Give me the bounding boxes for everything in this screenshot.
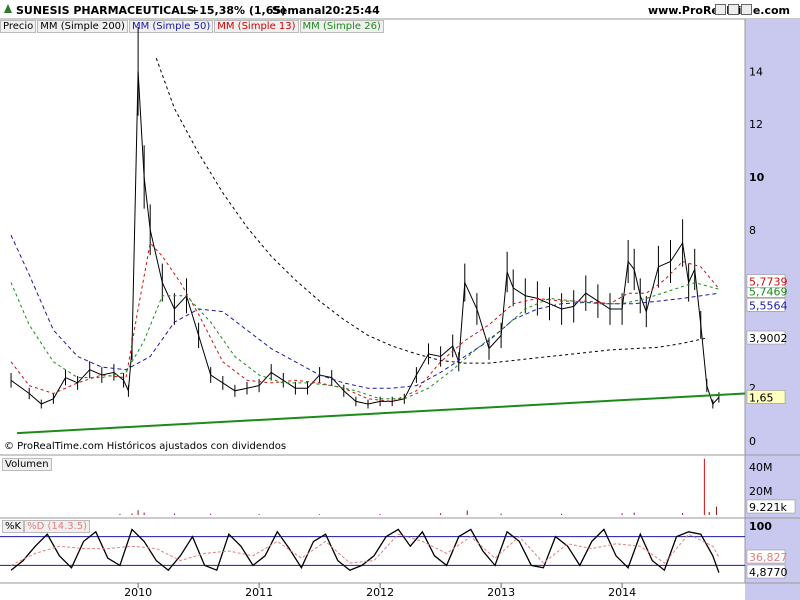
value-badge: [746, 274, 786, 288]
value-badge: [746, 330, 786, 345]
chart-header: SUNESIS PHARMACEUTICALS +15,38% (1,65) S…: [0, 0, 800, 20]
minimize-icon[interactable]: [715, 4, 726, 15]
period-label: Semanal: [272, 4, 326, 17]
up-arrow-icon: [4, 4, 12, 13]
y-tick-label: 0: [749, 435, 756, 448]
stoch-d-label[interactable]: %D (14.3.5): [24, 520, 91, 533]
moving-average-line: [155, 58, 707, 364]
support-trendline: [17, 392, 746, 435]
x-tick-label: 2012: [366, 586, 394, 599]
x-tick-label: 2014: [608, 586, 636, 599]
y-tick-label: 10: [749, 171, 765, 184]
x-tick-label: 2013: [487, 586, 515, 599]
value-badge: [746, 298, 786, 312]
stoch-k-value: 4,8770: [749, 566, 788, 579]
indicator-legend: Precio MM (Simple 200) MM (Simple 50) MM (S…: [0, 20, 385, 34]
stoch-d-value: 36,827: [749, 551, 788, 564]
maximize-icon[interactable]: [728, 4, 739, 15]
price-change: +15,38% (1,65): [190, 4, 287, 17]
value-badge-label: 5,7469: [749, 285, 788, 298]
volume-value-label: 9.221k: [749, 501, 787, 514]
y-tick-label: 14: [749, 65, 763, 78]
moving-average-line: [10, 282, 720, 400]
stoch-d-badge: [746, 549, 786, 564]
legend-ma200[interactable]: MM (Simple 200): [37, 20, 128, 33]
stoch-tick-label: 100: [749, 520, 772, 533]
stochastic-panel-label: %K %D (14.3.5): [2, 520, 91, 533]
legend-ma50[interactable]: MM (Simple 50): [128, 20, 214, 33]
stoch-k-label[interactable]: %K: [2, 520, 25, 533]
price-series-line: [10, 71, 720, 405]
legend-price[interactable]: Precio: [0, 20, 37, 33]
close-icon[interactable]: [741, 4, 752, 15]
x-tick-label: 2011: [245, 586, 273, 599]
value-badge-label: 1,65: [749, 391, 774, 404]
stoch-d-line: [10, 533, 720, 566]
stoch-k-line: [10, 528, 720, 573]
volume-tick-label: 40M: [749, 461, 773, 474]
legend-ma26[interactable]: MM (Simple 26): [299, 20, 384, 33]
value-badge: [746, 390, 786, 404]
y-tick-label: 12: [749, 118, 763, 131]
value-badge-label: 3,9002: [749, 332, 788, 345]
legend-ma13[interactable]: MM (Simple 13): [214, 20, 299, 33]
y-tick-label: 8: [749, 224, 756, 237]
x-tick-label: 2010: [124, 586, 152, 599]
volume-tick-label: 20M: [749, 485, 773, 498]
volume-value-badge: [746, 499, 796, 514]
value-badge-label: 5,5564: [749, 299, 788, 312]
y-tick-label: 2: [749, 382, 756, 395]
instrument-title: SUNESIS PHARMACEUTICALS: [16, 4, 195, 17]
moving-average-line: [10, 234, 719, 389]
volume-panel-label[interactable]: Volumen: [2, 458, 52, 471]
stoch-k-badge: [746, 564, 786, 579]
window-controls: [713, 4, 752, 18]
credit-text: © ProRealTime.com Históricos ajustados c…: [4, 441, 287, 452]
moving-average-line: [10, 241, 720, 402]
value-badge-label: 5,7739: [749, 276, 788, 289]
time-label: 20:25:44: [325, 4, 380, 17]
